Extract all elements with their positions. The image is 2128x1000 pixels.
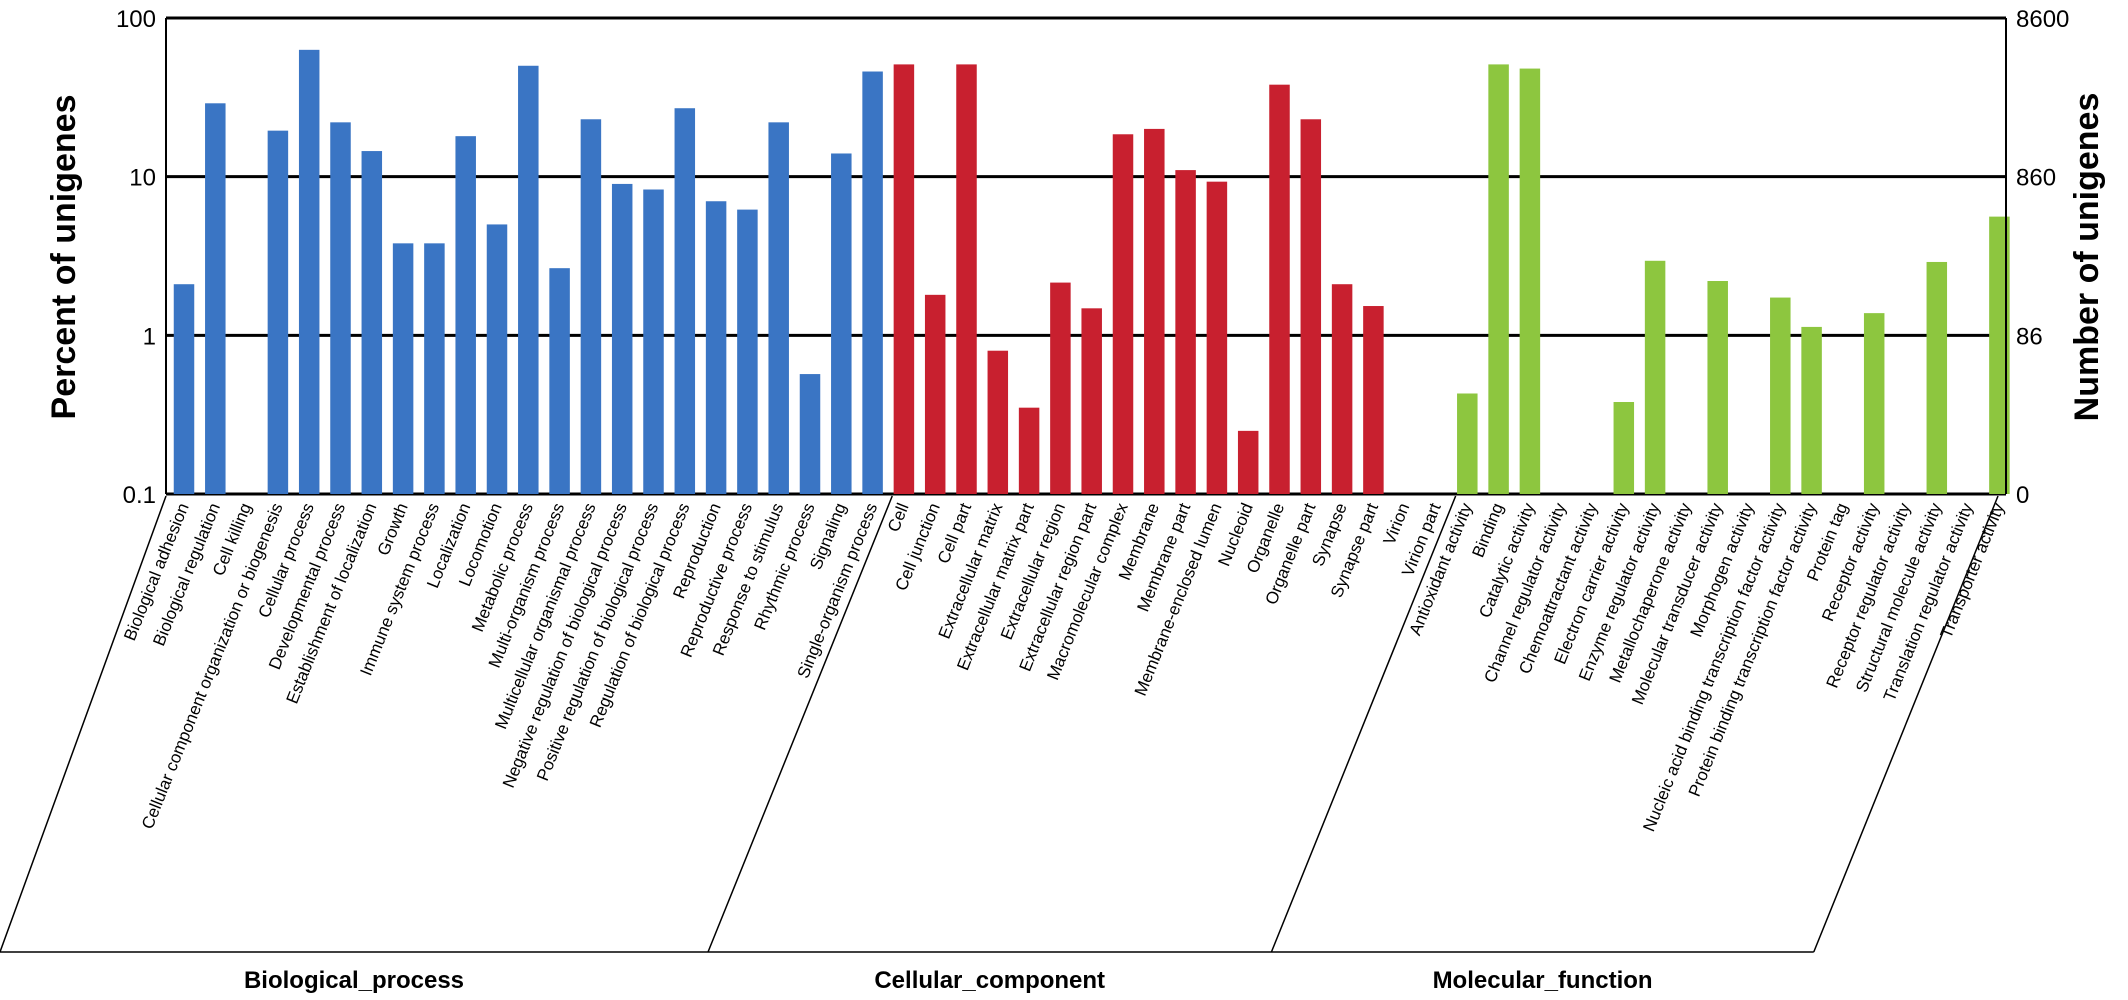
bar-nucleoid <box>1237 430 1259 494</box>
bar-catalytic-activity <box>1519 68 1541 495</box>
bar-metabolic-process <box>518 65 539 494</box>
bar-membrane <box>1144 128 1165 494</box>
bar-nucleic-acid-binding-transcription-factor-activity <box>1770 297 1791 494</box>
bar-receptor-activity <box>1863 313 1885 494</box>
bar-cellular-component-organization-or-biogenesis <box>267 130 289 495</box>
bar-biological-adhesion <box>173 284 195 494</box>
bar-cell-part <box>956 64 977 494</box>
bar-enzyme-regulator-activity <box>1644 260 1666 494</box>
bar-locomotion <box>486 224 508 494</box>
bar-extracellular-matrix-part <box>1018 407 1040 494</box>
group-title-cellular-component: Cellular_component <box>874 967 1105 994</box>
group-separator <box>1813 495 1999 953</box>
bar-extracellular-region <box>1050 282 1071 494</box>
bar-membrane-enclosed-lumen <box>1206 181 1228 495</box>
bar-positive-regulation-of-biological-process <box>643 189 664 494</box>
group-separator <box>707 495 893 953</box>
bar-developmental-process <box>330 122 351 494</box>
left-tick-label: 1 <box>143 323 156 350</box>
right-axis-title: Number of unigenes <box>2068 93 2106 422</box>
bar-electron-carrier-activity <box>1613 402 1635 494</box>
bar-growth <box>392 243 414 494</box>
bar-rhythmic-process <box>799 374 821 494</box>
category-label: Virion <box>1380 500 1414 547</box>
right-tick-label: 0 <box>2016 482 2029 509</box>
left-axis-title: Percent of unigenes <box>45 95 83 420</box>
bar-immune-system-process <box>424 243 445 494</box>
bar-multicellular-organismal-process <box>580 119 602 494</box>
group-panels: Biological_process Cellular_component Mole… <box>0 495 1999 994</box>
axes: 100 8600 10 860 1 86 0.1 0 <box>116 6 2069 509</box>
bar-macromolecular-complex <box>1112 134 1134 494</box>
bar-signaling <box>831 153 852 494</box>
left-tick-label: 10 <box>129 165 156 192</box>
bar-cellular-process <box>298 49 320 495</box>
group-separator <box>0 495 167 953</box>
bar-antioxidant-activity <box>1457 393 1478 494</box>
bar-binding <box>1488 64 1509 494</box>
bars <box>173 49 2010 495</box>
group-title-molecular-function: Molecular_function <box>1433 967 1653 994</box>
bar-structural-molecule-activity <box>1926 261 1948 494</box>
bar-protein-binding-transcription-factor-activity <box>1801 326 1822 494</box>
bar-synapse-part <box>1363 306 1384 494</box>
bar-single-organism-process <box>862 71 883 494</box>
bar-membrane-part <box>1175 170 1196 494</box>
left-tick-label: 0.1 <box>123 482 156 509</box>
right-tick-label: 86 <box>2016 323 2043 350</box>
bar-biological-regulation <box>205 103 226 495</box>
right-tick-label: 860 <box>2016 165 2056 192</box>
bar-reproductive-process <box>737 209 758 494</box>
right-tick-label: 8600 <box>2016 6 2069 33</box>
bar-molecular-transducer-activity <box>1707 281 1728 494</box>
bar-localization <box>455 136 476 494</box>
bar-organelle-part <box>1300 119 1322 494</box>
bar-cell <box>893 64 915 494</box>
bar-response-to-stimulus <box>768 122 789 494</box>
bar-cell-junction <box>924 294 946 494</box>
bar-negative-regulation-of-biological-process <box>611 183 633 494</box>
bar-extracellular-matrix <box>987 350 1009 494</box>
bar-multi-organism-process <box>549 268 570 494</box>
group-separator <box>1270 495 1457 953</box>
bar-extracellular-region-part <box>1081 308 1102 494</box>
bar-transporter-activity <box>1989 216 2010 494</box>
bar-organelle <box>1269 84 1290 494</box>
left-tick-label: 100 <box>116 6 156 33</box>
bar-synapse <box>1331 284 1353 494</box>
bar-regulation-of-biological-process <box>674 108 696 494</box>
bar-reproduction <box>705 201 727 494</box>
group-title-biological-process: Biological_process <box>244 967 464 994</box>
bar-establishment-of-localization <box>361 151 383 495</box>
